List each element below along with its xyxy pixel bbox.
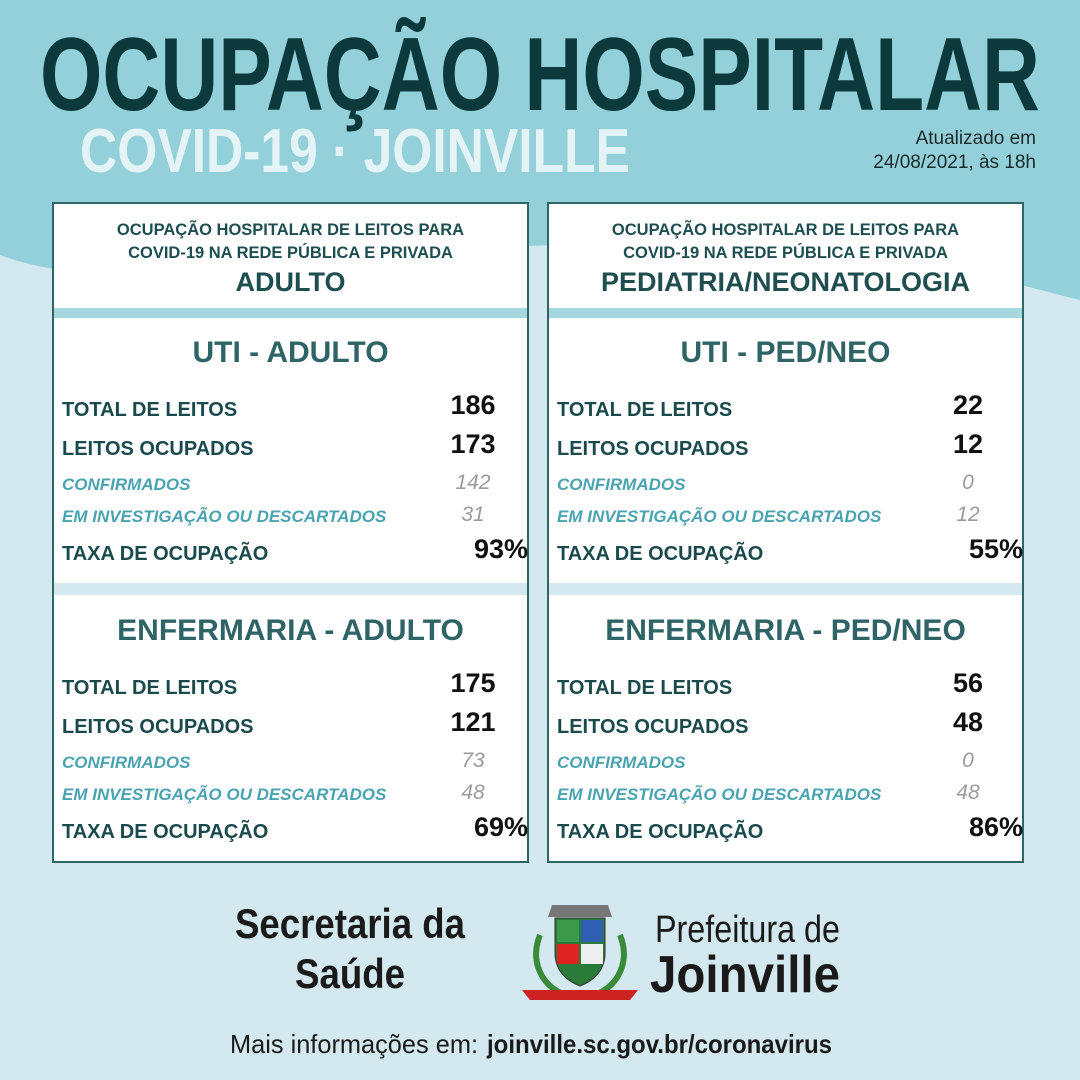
panel-heading: COVID-19 NA REDE PÚBLICA E PRIVADA bbox=[623, 243, 948, 262]
panel-heading: OCUPAÇÃO HOSPITALAR DE LEITOS PARA bbox=[117, 219, 464, 239]
row-value: 22 bbox=[953, 390, 983, 420]
band bbox=[549, 583, 1022, 595]
sub-label: CONFIRMADOS bbox=[62, 475, 191, 494]
row-value: 12 bbox=[953, 429, 983, 459]
row-value: 56 bbox=[953, 668, 983, 698]
sub-value: 48 bbox=[956, 781, 980, 804]
band bbox=[54, 308, 527, 318]
row-value: 121 bbox=[450, 707, 495, 737]
row-label: TOTAL DE LEITOS bbox=[62, 399, 237, 421]
sub-value: 12 bbox=[956, 503, 980, 526]
sub-value: 31 bbox=[461, 503, 484, 526]
row-value: 93% bbox=[474, 534, 528, 564]
row-label: TAXA DE OCUPAÇÃO bbox=[62, 542, 268, 565]
row-label: LEITOS OCUPADOS bbox=[62, 716, 254, 738]
row-label: TAXA DE OCUPAÇÃO bbox=[557, 820, 763, 843]
sub-label: EM INVESTIGAÇÃO OU DESCARTADOS bbox=[62, 506, 387, 526]
info: Mais informações em: bbox=[230, 1029, 478, 1059]
updated: Atualizado em bbox=[916, 128, 1036, 149]
section-title: ENFERMARIA - ADULTO bbox=[117, 614, 464, 647]
row-label: LEITOS OCUPADOS bbox=[62, 438, 254, 460]
prefeitura: Prefeitura de bbox=[655, 909, 840, 951]
row-label: LEITOS OCUPADOS bbox=[557, 438, 749, 460]
row-label: TAXA DE OCUPAÇÃO bbox=[557, 542, 763, 565]
row-value: 173 bbox=[450, 429, 495, 459]
panel-heading: OCUPAÇÃO HOSPITALAR DE LEITOS PARA bbox=[612, 219, 959, 239]
band bbox=[54, 583, 527, 595]
row-label: TOTAL DE LEITOS bbox=[62, 677, 237, 699]
panel-category: PEDIATRIA/NEONATOLOGIA bbox=[601, 267, 970, 297]
panel-heading: COVID-19 NA REDE PÚBLICA E PRIVADA bbox=[128, 243, 453, 262]
row-label: TAXA DE OCUPAÇÃO bbox=[62, 820, 268, 843]
row-label: TOTAL DE LEITOS bbox=[557, 677, 732, 699]
sub-value: 0 bbox=[962, 471, 974, 494]
row-value: 48 bbox=[953, 707, 983, 737]
sub-value: 48 bbox=[461, 781, 485, 804]
row-label: LEITOS OCUPADOS bbox=[557, 716, 749, 738]
section-title: UTI - PED/NEO bbox=[680, 336, 890, 369]
coat-of-arms bbox=[522, 905, 638, 1000]
row-value: 175 bbox=[450, 668, 495, 698]
secretaria: Secretaria da bbox=[235, 900, 466, 947]
subtitle: COVID-19 · JOINVILLE bbox=[80, 117, 630, 186]
sub-label: CONFIRMADOS bbox=[557, 475, 686, 494]
secretaria: Saúde bbox=[295, 950, 405, 997]
title: OCUPAÇÃO HOSPITALAR bbox=[40, 17, 1040, 133]
panel-category: ADULTO bbox=[236, 267, 346, 297]
url: joinville.sc.gov.br/coronavirus bbox=[486, 1029, 832, 1059]
row-value: 69% bbox=[474, 812, 528, 842]
sub-label: EM INVESTIGAÇÃO OU DESCARTADOS bbox=[557, 506, 882, 526]
sub-label: EM INVESTIGAÇÃO OU DESCARTADOS bbox=[557, 784, 882, 804]
sub-value: 142 bbox=[455, 471, 490, 494]
band bbox=[549, 308, 1022, 318]
sub-value: 73 bbox=[461, 749, 485, 772]
section-title: ENFERMARIA - PED/NEO bbox=[605, 614, 966, 647]
prefeitura: Joinville bbox=[650, 946, 840, 1004]
row-value: 55% bbox=[969, 534, 1023, 564]
sub-label: EM INVESTIGAÇÃO OU DESCARTADOS bbox=[62, 784, 387, 804]
sub-label: CONFIRMADOS bbox=[557, 753, 686, 772]
section-title: UTI - ADULTO bbox=[192, 336, 388, 369]
sub-label: CONFIRMADOS bbox=[62, 753, 191, 772]
row-value: 86% bbox=[969, 812, 1023, 842]
row-label: TOTAL DE LEITOS bbox=[557, 399, 732, 421]
sub-value: 0 bbox=[962, 749, 974, 772]
updated: 24/08/2021, às 18h bbox=[873, 152, 1036, 173]
row-value: 186 bbox=[450, 390, 495, 420]
